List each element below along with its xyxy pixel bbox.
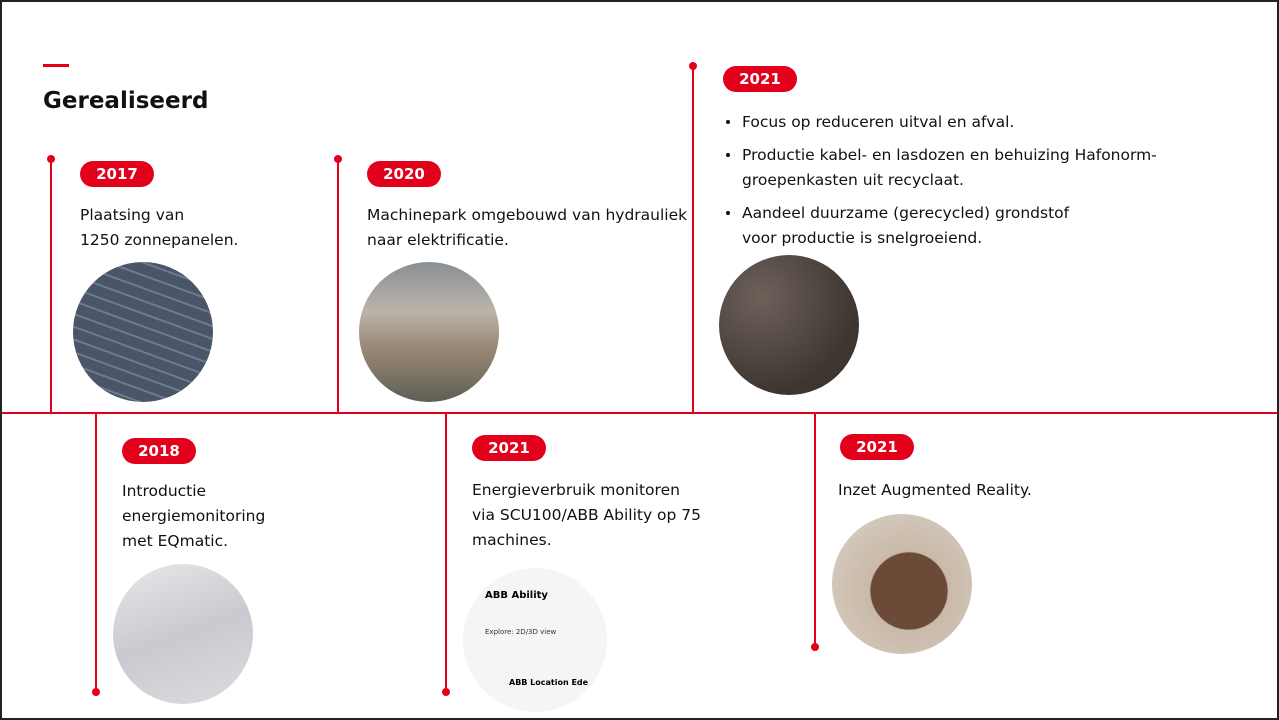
- item-text: Introductie: [122, 479, 206, 504]
- year-badge: 2020: [367, 161, 441, 187]
- title: Gerealiseerd: [43, 88, 208, 114]
- abb-image: ABB Ability Explore: 2D/3D view ABB Loca…: [463, 568, 607, 712]
- item-text: Inzet Augmented Reality.: [838, 478, 1032, 503]
- bullet: [726, 211, 730, 215]
- connector: [50, 159, 52, 413]
- connector-dot: [689, 62, 697, 70]
- item-text: Energieverbruik monitoren: [472, 478, 680, 503]
- year-badge: 2021: [723, 66, 797, 92]
- item-text: via SCU100/ABB Ability op 75: [472, 503, 701, 528]
- connector: [814, 413, 816, 646]
- bullet-text: voor productie is snelgroeiend.: [742, 226, 982, 251]
- connector: [445, 413, 447, 691]
- connector: [95, 413, 97, 691]
- connector-dot: [92, 688, 100, 696]
- connector: [692, 66, 694, 413]
- bullet-text: Focus op reduceren uitval en afval.: [742, 110, 1014, 135]
- item-text: machines.: [472, 528, 552, 553]
- item-text: naar elektrificatie.: [367, 228, 509, 253]
- ar-image: [832, 514, 972, 654]
- item-text: energiemonitoring: [122, 504, 265, 529]
- factory-image: [359, 262, 499, 402]
- item-text: 1250 zonnepanelen.: [80, 228, 238, 253]
- item-text: Plaatsing van: [80, 203, 184, 228]
- bullet-text: Aandeel duurzame (gerecycled) grondstof: [742, 201, 1069, 226]
- item-text: Machinepark omgebouwd van hydrauliek: [367, 203, 687, 228]
- bullet-text: Productie kabel- en lasdozen en behuizin…: [742, 143, 1157, 168]
- item-text: met EQmatic.: [122, 529, 228, 554]
- connector-dot: [47, 155, 55, 163]
- year-badge: 2018: [122, 438, 196, 464]
- image-text: ABB Location Ede: [509, 678, 588, 687]
- meter-image: [113, 564, 253, 704]
- connector-dot: [811, 643, 819, 651]
- timeline: [2, 412, 1279, 414]
- image-text: Explore: 2D/3D view: [485, 628, 556, 636]
- year-badge: 2017: [80, 161, 154, 187]
- image-text: ABB Ability: [485, 590, 548, 601]
- connector-dot: [334, 155, 342, 163]
- year-badge: 2021: [840, 434, 914, 460]
- bullet-text: groepenkasten uit recyclaat.: [742, 168, 964, 193]
- bullet: [726, 120, 730, 124]
- pellets-image: [719, 255, 859, 395]
- slide: Gerealiseerd ABB Ability Explore: 2D/3D …: [0, 0, 1279, 720]
- solar-image: [73, 262, 213, 402]
- year-badge: 2021: [472, 435, 546, 461]
- connector: [337, 159, 339, 413]
- connector-dot: [442, 688, 450, 696]
- bullet: [726, 153, 730, 157]
- accent-dash: [43, 64, 69, 67]
